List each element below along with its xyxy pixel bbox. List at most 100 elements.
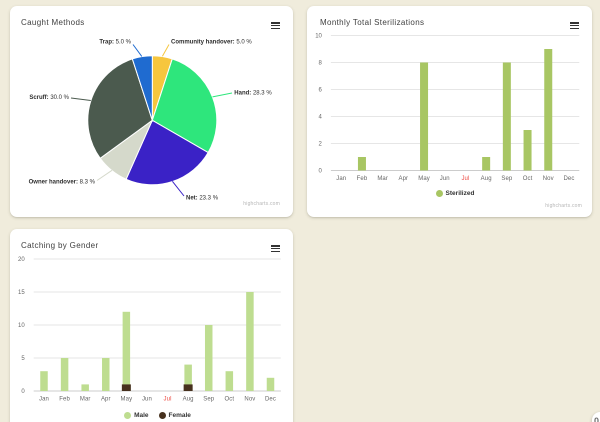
x-axis-label-may: May (121, 397, 133, 403)
y-axis-label: 6 (319, 88, 323, 94)
bar-male-nov[interactable] (246, 292, 254, 391)
legend-item-male[interactable]: Male (124, 412, 149, 419)
chart-title: Caught Methods (21, 18, 85, 27)
column-chart: 0 2 4 6 8 10 Jan Feb Mar Apr May Jun Jul Aug Sep Oct Nov… (315, 34, 580, 182)
chart-context-menu-icon[interactable] (271, 22, 280, 29)
data-label-connector (161, 44, 170, 57)
pie-slice-trap[interactable] (131, 55, 153, 121)
card-caught-methods: Caught Methods Community handover: 5.0 %… (10, 6, 293, 217)
x-axis-label-jan: Jan (39, 397, 49, 403)
y-axis-label: 5 (21, 356, 25, 362)
bar-sterilized-sep[interactable] (502, 62, 511, 171)
corner-badge[interactable]: 0. (592, 412, 600, 422)
data-label-connector (132, 44, 143, 57)
x-axis-label-may: May (418, 176, 430, 182)
y-axis-label: 20 (18, 257, 25, 263)
bar-sterilized-oct[interactable] (523, 130, 532, 171)
bar-male-dec[interactable] (266, 377, 275, 391)
y-axis-label: 0 (21, 389, 25, 395)
x-axis-label-sep: Sep (501, 176, 513, 182)
pie-chart: Community handover: 5.0 % Hand: 28.3 % Net… (29, 40, 273, 202)
bar-male-sep[interactable] (204, 325, 213, 391)
pie-data-label: Scruff: 30.0 % (29, 95, 69, 101)
bar-male-jan[interactable] (40, 371, 48, 391)
x-axis-label-jul: Jul (164, 397, 172, 403)
x-axis-label-apr: Apr (101, 397, 111, 403)
x-axis-label-oct: Oct (523, 176, 533, 182)
x-axis-label-feb: Feb (59, 397, 70, 403)
data-label-connector (172, 180, 185, 197)
card-catching-by-gender: Catching by Gender 0 5 10 15 20 Jan Feb Mar Apr M… (10, 229, 293, 422)
menu-bar (271, 22, 280, 24)
x-axis-label-mar: Mar (80, 397, 91, 403)
pie-slice-scruff[interactable] (87, 58, 153, 159)
menu-bar (271, 24, 280, 27)
y-axis-label: 2 (319, 142, 323, 148)
chart-legend: Sterilized (331, 190, 579, 197)
x-axis-label-jul: Jul (461, 176, 469, 182)
bar-male-oct[interactable] (225, 371, 234, 391)
x-axis-label-mar: Mar (377, 176, 388, 182)
menu-bar (271, 245, 280, 247)
bar-sterilized-nov[interactable] (544, 49, 553, 171)
bar-sterilized-feb[interactable] (357, 157, 366, 171)
chart-context-menu-icon[interactable] (570, 22, 579, 29)
bar-male-feb[interactable] (60, 358, 69, 391)
y-axis-label: 4 (319, 115, 323, 121)
x-axis-label-aug: Aug (481, 176, 492, 182)
credits-link[interactable]: highcharts.com (545, 203, 582, 209)
legend-marker-icon (435, 190, 443, 197)
legend-marker-icon (124, 412, 132, 419)
x-axis-label-jun: Jun (142, 397, 152, 403)
x-axis-label-nov: Nov (543, 176, 554, 182)
data-label-connector (212, 92, 233, 98)
pie-data-label: Owner handover: 8.3 % (29, 180, 96, 186)
pie-data-label: Community handover: 5.0 % (171, 40, 252, 46)
y-axis-label: 8 (319, 61, 323, 67)
menu-bar (570, 22, 579, 24)
menu-bar (271, 247, 280, 250)
y-axis-label: 10 (18, 323, 25, 329)
bar-male-mar[interactable] (81, 384, 89, 391)
y-axis-label: 15 (18, 290, 25, 296)
bar-male-aug[interactable] (184, 364, 192, 391)
bar-female-aug[interactable] (183, 384, 193, 391)
column-chart: 0 5 10 15 20 Jan Feb Mar Apr May Jun Jul Aug Sep Oct No… (18, 257, 281, 403)
legend-label: Female (168, 412, 191, 419)
credits-link[interactable]: highcharts.com (243, 201, 280, 207)
legend-item-sterilized[interactable]: Sterilized (435, 190, 475, 197)
y-axis-label: 0 (319, 169, 323, 175)
x-axis-label-dec: Dec (563, 176, 574, 182)
data-label-connector (96, 169, 113, 181)
data-label-connector (70, 97, 91, 101)
menu-bar (570, 27, 579, 29)
x-axis-label-dec: Dec (265, 397, 276, 403)
y-axis-label: 10 (315, 34, 322, 40)
chart-context-menu-icon[interactable] (271, 245, 280, 252)
x-axis-label-apr: Apr (399, 176, 409, 182)
pie-data-label: Net: 23.3 % (186, 196, 219, 202)
chart-title: Monthly Total Sterilizations (320, 18, 425, 27)
card-monthly-total-sterilizations: Monthly Total Sterilizations 0 2 4 6 8 10 Jan F… (307, 6, 592, 217)
x-axis-label-jan: Jan (336, 176, 346, 182)
menu-bar (271, 250, 280, 252)
menu-bar (570, 24, 579, 27)
bar-male-may[interactable] (122, 311, 131, 391)
legend-item-female[interactable]: Female (158, 412, 191, 419)
chart-title: Catching by Gender (21, 241, 99, 250)
bar-sterilized-may[interactable] (420, 62, 429, 171)
bar-male-apr[interactable] (102, 358, 110, 391)
x-axis-label-aug: Aug (183, 397, 194, 403)
menu-bar (271, 27, 280, 29)
bar-sterilized-aug[interactable] (482, 157, 491, 171)
x-axis-label-jun: Jun (440, 176, 450, 182)
legend-label: Sterilized (445, 190, 475, 197)
x-axis-label-oct: Oct (225, 397, 235, 403)
x-axis-label-nov: Nov (244, 397, 255, 403)
chart-legend: Male Female (34, 412, 281, 419)
legend-marker-icon (158, 412, 166, 419)
pie-data-label: Trap: 5.0 % (99, 40, 131, 46)
bar-female-may[interactable] (121, 384, 131, 391)
x-axis-label-sep: Sep (203, 397, 215, 403)
